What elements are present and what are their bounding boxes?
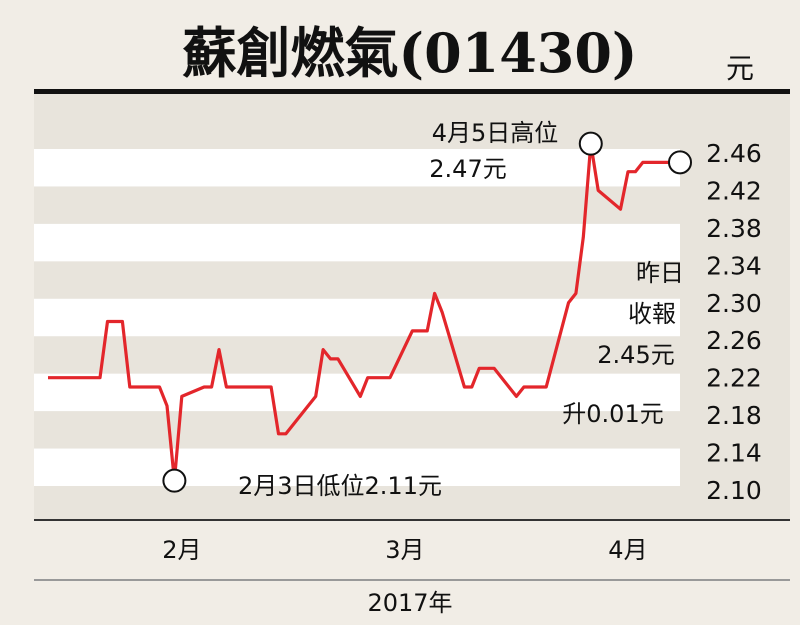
- grid-band: [34, 448, 680, 486]
- low-marker: [162, 468, 187, 493]
- series-line: [48, 142, 680, 483]
- close-annotation-line3: 2.45元: [597, 341, 674, 369]
- y-tick-label: 2.30: [706, 289, 762, 318]
- grid-band: [34, 298, 680, 337]
- high-annotation-line1: 4月5日高位: [432, 119, 559, 147]
- close-annotation-line1: 昨日: [636, 259, 684, 287]
- price-series: [48, 142, 680, 483]
- close-annotation-line2: 收報: [628, 300, 676, 328]
- grid-band: [34, 223, 680, 262]
- unit-label: 元: [726, 52, 754, 85]
- x-axis-line: [34, 519, 790, 521]
- year-divider: [34, 579, 790, 581]
- y-tick-label: 2.46: [706, 139, 762, 168]
- change-annotation: 升0.01元: [562, 400, 663, 428]
- y-tick-label: 2.34: [706, 251, 762, 280]
- y-axis-ticks: 2.46 2.42 2.38 2.34 2.30 2.26 2.22 2.18 2.14 2.10: [706, 139, 762, 505]
- x-tick-label: 4月: [608, 536, 647, 564]
- x-tick-label: 2月: [162, 536, 201, 564]
- y-tick-label: 2.18: [706, 401, 762, 430]
- high-marker: [578, 131, 603, 156]
- high-annotation-line2: 2.47元: [429, 155, 506, 183]
- grid-band: [34, 149, 680, 187]
- y-tick-label: 2.26: [706, 326, 762, 355]
- title-rule: [34, 89, 790, 94]
- point-markers: [162, 131, 692, 493]
- y-tick-label: 2.22: [706, 364, 762, 393]
- low-annotation: 2月3日低位2.11元: [238, 472, 442, 500]
- y-tick-label: 2.38: [706, 214, 762, 243]
- x-axis-year-label: 2017年: [367, 589, 452, 617]
- chart-title: 蘇創燃氣(01430): [183, 21, 638, 85]
- y-tick-label: 2.42: [706, 176, 762, 205]
- close-marker: [668, 150, 692, 175]
- y-tick-label: 2.14: [706, 439, 762, 468]
- x-tick-label: 3月: [385, 536, 424, 564]
- y-tick-label: 2.10: [706, 476, 762, 505]
- x-axis-ticks: 2月 3月 4月: [162, 536, 647, 564]
